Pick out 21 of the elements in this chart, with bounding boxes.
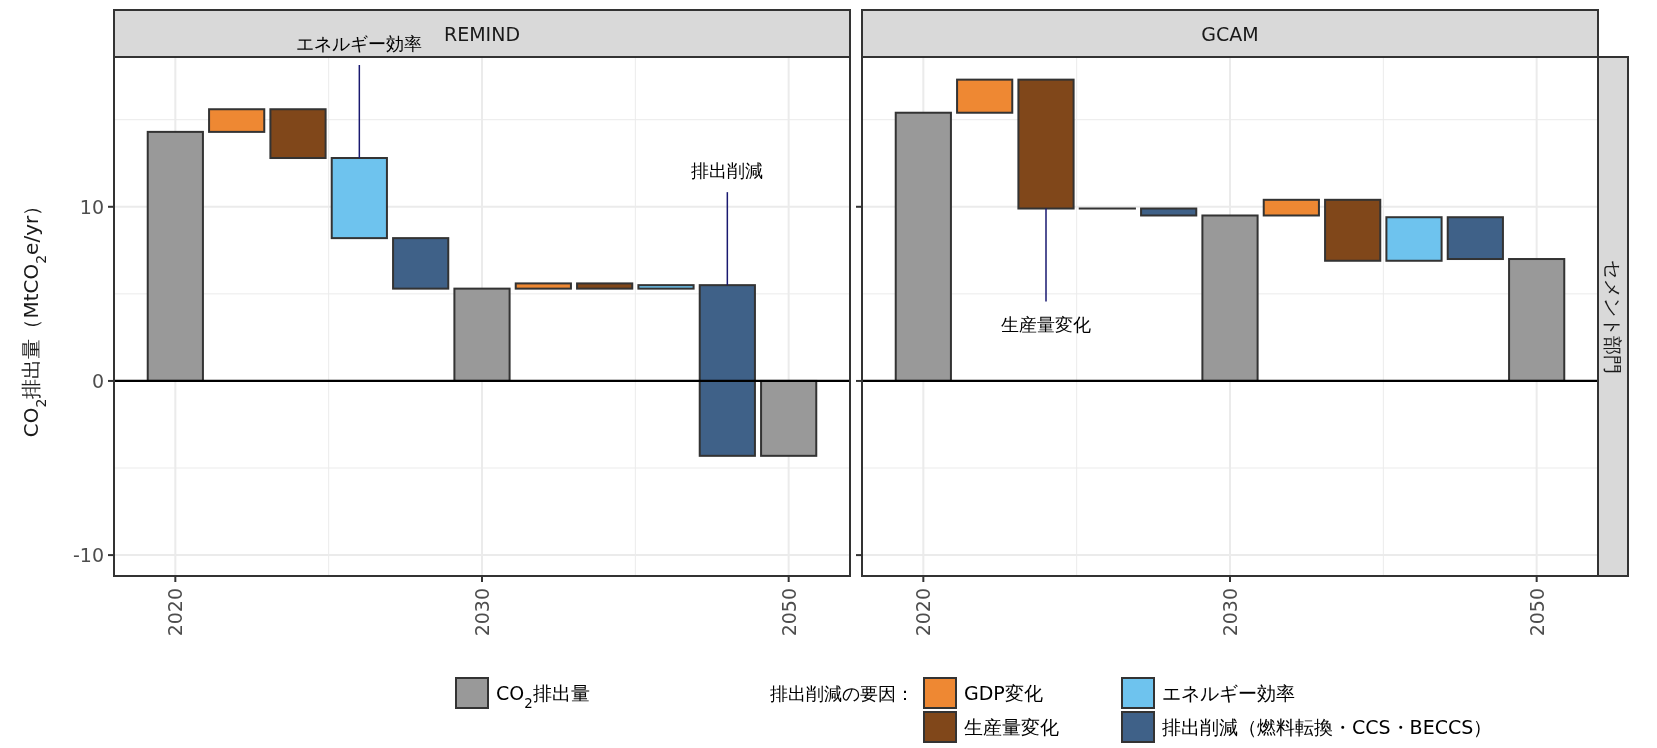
x-tick-label: 2050	[1525, 588, 1548, 637]
y-tick-label: 0	[91, 369, 104, 392]
x-tick-label: 2020	[912, 588, 935, 637]
chart-title: GCAM	[1201, 22, 1259, 45]
y-tick-label: 10	[79, 195, 104, 218]
legend-label: 排出削減（燃料転換・CCS・BECCS）	[1162, 716, 1493, 738]
x-tick-label: 2020	[164, 588, 187, 637]
x-tick-label: 2030	[471, 588, 493, 637]
chart-title: REMIND	[443, 22, 521, 45]
legend-label: GDP変化	[964, 682, 1043, 704]
y-tick-label: -10	[72, 544, 104, 567]
legend-label: CO$_{2}$排出量	[496, 682, 590, 711]
text: セメント部門	[1602, 259, 1624, 374]
x-tick-label: 2050	[777, 588, 800, 637]
x-tick-label: 2030	[1219, 588, 1241, 637]
annotation: 生産量変化	[1001, 313, 1091, 335]
annotation: エネルギー効率	[296, 33, 423, 55]
legend-title: 排出削減の要因：	[770, 683, 914, 704]
legend-label: エネルギー効率	[1162, 682, 1295, 704]
annotation: 排出削減	[691, 160, 764, 182]
legend-label: 生産量変化	[964, 716, 1059, 738]
